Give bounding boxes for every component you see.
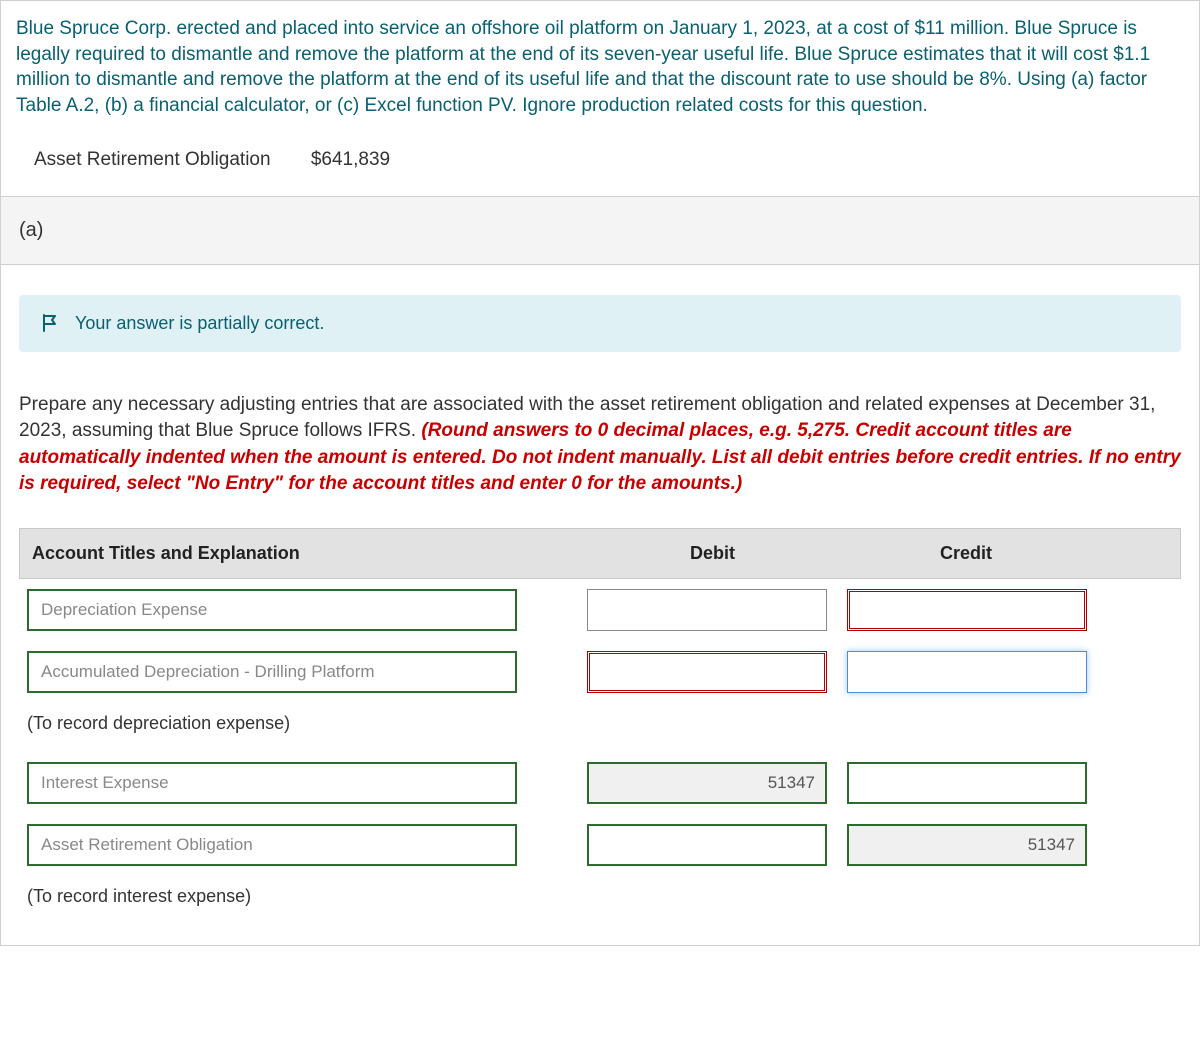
credit-input[interactable] (847, 762, 1087, 804)
debit-input[interactable] (587, 651, 827, 693)
table-row (19, 579, 1181, 641)
table-row (19, 641, 1181, 703)
header-credit: Credit (840, 529, 1180, 578)
problem-statement: Blue Spruce Corp. erected and placed int… (16, 16, 1184, 119)
instruction-text: Prepare any necessary adjusting entries … (19, 392, 1181, 498)
debit-input[interactable] (587, 824, 827, 866)
debit-input[interactable] (587, 589, 827, 631)
entry-note: (To record depreciation expense) (19, 703, 1181, 752)
credit-input[interactable] (847, 651, 1087, 693)
table-row (19, 814, 1181, 876)
header-debit: Debit (580, 529, 840, 578)
part-header: (a) (1, 197, 1199, 265)
feedback-text: Your answer is partially correct. (75, 313, 324, 334)
part-body: Your answer is partially correct. Prepar… (1, 265, 1199, 945)
credit-input[interactable] (847, 824, 1087, 866)
account-title-input[interactable] (27, 824, 517, 866)
credit-input[interactable] (847, 589, 1087, 631)
header-account: Account Titles and Explanation (20, 529, 580, 578)
page-container: Blue Spruce Corp. erected and placed int… (0, 0, 1200, 946)
part-label: (a) (19, 219, 43, 241)
account-title-input[interactable] (27, 589, 517, 631)
table-row (19, 752, 1181, 814)
entry-note: (To record interest expense) (19, 876, 1181, 925)
problem-section: Blue Spruce Corp. erected and placed int… (1, 1, 1199, 197)
table-header-row: Account Titles and Explanation Debit Cre… (19, 528, 1181, 579)
feedback-banner: Your answer is partially correct. (19, 295, 1181, 352)
aro-label: Asset Retirement Obligation (34, 149, 271, 171)
aro-value: $641,839 (311, 149, 390, 171)
account-title-input[interactable] (27, 651, 517, 693)
aro-line: Asset Retirement Obligation $641,839 (16, 149, 1184, 171)
flag-icon (41, 313, 61, 333)
journal-entry-table: Account Titles and Explanation Debit Cre… (19, 528, 1181, 925)
account-title-input[interactable] (27, 762, 517, 804)
debit-input[interactable] (587, 762, 827, 804)
